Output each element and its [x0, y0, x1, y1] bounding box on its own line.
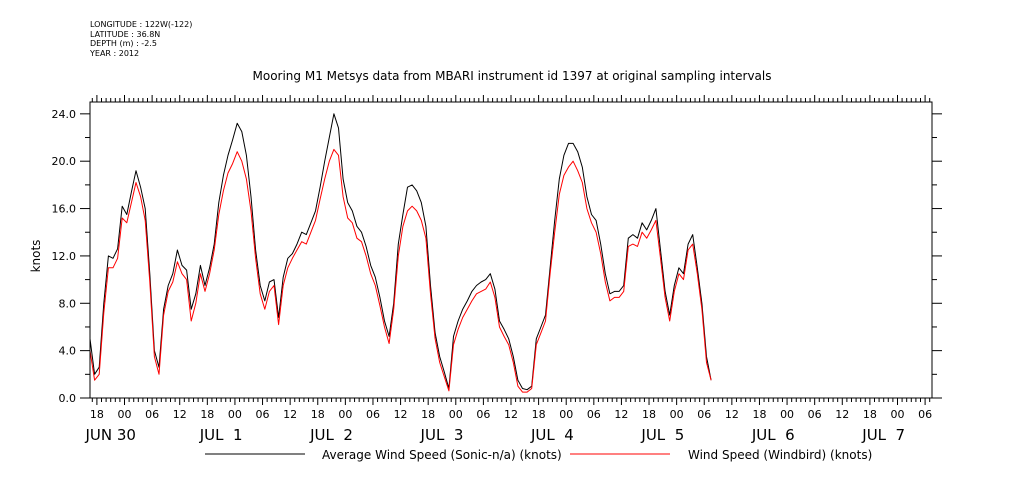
x-tick-label: 18: [311, 408, 325, 421]
day-label: JUL 5: [640, 426, 684, 444]
axis-ticks: [80, 95, 942, 405]
day-label: JUL 1: [199, 426, 243, 444]
x-tick-label: 18: [863, 408, 877, 421]
series-lines: [89, 113, 712, 393]
x-tick-label: 18: [421, 408, 435, 421]
x-tick-label: 18: [90, 408, 104, 421]
x-tick-label: 06: [808, 408, 822, 421]
series-line-average-wind-speed: [89, 113, 712, 391]
x-tick-label: 06: [587, 408, 601, 421]
y-tick-label: 4.0: [59, 345, 77, 358]
longitude-label: LONGITUDE : 122W(-122): [90, 20, 193, 29]
day-label: JUL 2: [309, 426, 353, 444]
legend-label-average: Average Wind Speed (Sonic-n/a) (knots): [322, 448, 562, 462]
legend-label-windbird: Wind Speed (Windbird) (knots): [688, 448, 872, 462]
plot-frame: [89, 101, 933, 399]
x-tick-label: 00: [780, 408, 794, 421]
x-tick-label: 12: [614, 408, 628, 421]
x-tick-label: 18: [200, 408, 214, 421]
y-tick-label: 24.0: [52, 108, 77, 121]
x-tick-label: 06: [366, 408, 380, 421]
x-tick-label: 12: [725, 408, 739, 421]
depth-label: DEPTH (m) : -2.5: [90, 39, 157, 48]
y-tick-label: 8.0: [59, 297, 77, 310]
x-tick-label: 18: [642, 408, 656, 421]
x-tick-label: 06: [697, 408, 711, 421]
x-tick-label: 12: [394, 408, 408, 421]
day-label: JUL 7: [861, 426, 905, 444]
x-tick-label: 12: [835, 408, 849, 421]
y-tick-label: 20.0: [52, 155, 77, 168]
y-tick-labels: 0.0 4.0 8.0 12.0 16.0 20.0 24.0: [52, 108, 77, 405]
x-tick-label: 00: [670, 408, 684, 421]
x-tick-label: 00: [449, 408, 463, 421]
day-label: JUL 6: [751, 426, 795, 444]
y-tick-label: 16.0: [52, 203, 77, 216]
series-line-windbird-wind-speed: [89, 148, 712, 393]
x-tick-label: 06: [256, 408, 270, 421]
x-tick-label: 00: [118, 408, 132, 421]
day-label: JUL 3: [420, 426, 464, 444]
x-tick-label: 12: [283, 408, 297, 421]
x-tick-label: 00: [890, 408, 904, 421]
x-tick-label: 06: [918, 408, 932, 421]
chart-title: Mooring M1 Metsys data from MBARI instru…: [253, 69, 772, 83]
x-tick-label: 12: [173, 408, 187, 421]
y-axis-label: knots: [29, 240, 43, 273]
location-metadata: LONGITUDE : 122W(-122) LATITUDE : 36.8N …: [90, 20, 192, 58]
day-label: JUL 4: [530, 426, 574, 444]
x-tick-label: 18: [752, 408, 766, 421]
year-label: YEAR : 2012: [90, 48, 140, 58]
x-tick-labels: 18 00 06 12 18 00 06 12 18 00 06 12 18 00 06 12 18 00 06 12…: [90, 408, 932, 421]
x-tick-label: 00: [338, 408, 352, 421]
x-tick-label: 06: [476, 408, 490, 421]
y-tick-label: 12.0: [52, 250, 77, 263]
latitude-label: LATITUDE : 36.8N: [90, 29, 161, 39]
x-tick-label: 18: [532, 408, 546, 421]
x-tick-label: 00: [559, 408, 573, 421]
legend: Average Wind Speed (Sonic-n/a) (knots) Wi…: [205, 448, 872, 462]
day-labels: JUN 30 JUL 1 JUL 2 JUL 3 JUL 4 JUL 5 JUL 6 JUL …: [84, 426, 905, 444]
x-tick-label: 06: [145, 408, 159, 421]
y-tick-label: 0.0: [59, 392, 77, 405]
x-tick-label: 00: [228, 408, 242, 421]
x-tick-label: 12: [504, 408, 518, 421]
day-label: JUN 30: [84, 426, 135, 444]
